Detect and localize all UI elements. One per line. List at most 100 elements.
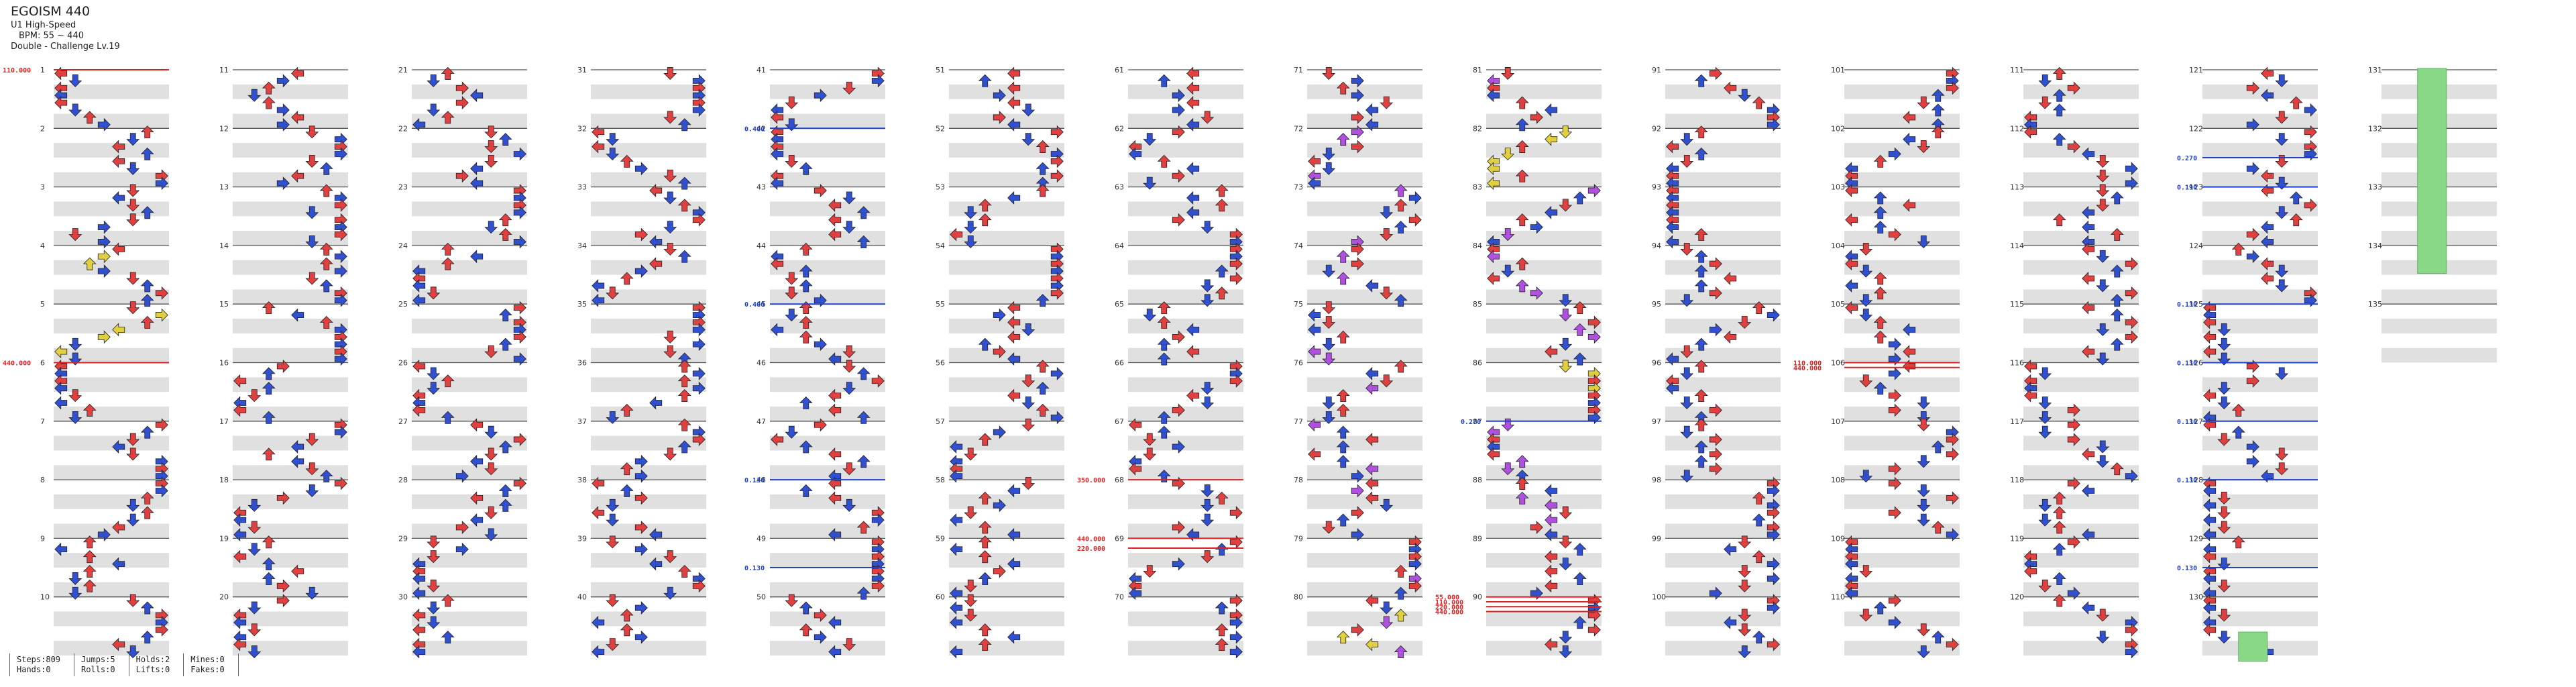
step-arrow (2246, 162, 2259, 176)
step-arrow (2203, 345, 2217, 359)
measure-number: 112 (2010, 124, 2024, 133)
step-arrow (484, 506, 498, 519)
step-arrow-shape (1157, 315, 1171, 329)
step-arrow (649, 396, 663, 410)
step-arrow-shape (2261, 220, 2274, 234)
step-arrow (68, 103, 82, 117)
step-arrow (1172, 169, 1185, 183)
measure: 7 (40, 417, 169, 480)
step-arrow-shape (470, 250, 484, 264)
step-arrow-shape (1873, 206, 1887, 219)
measure-number: 46 (757, 359, 766, 368)
step-arrow (814, 337, 827, 352)
chart-stats: Steps:809 Hands:0 Jumps:5 Rolls:0 Holds:… (9, 653, 239, 676)
step-arrow-shape (2096, 631, 2110, 644)
beat-band (54, 465, 169, 480)
step-arrow (1709, 433, 1722, 447)
step-arrow (427, 103, 441, 117)
beat-band (1844, 143, 1960, 158)
step-arrow (1229, 615, 1243, 629)
beat-band (949, 172, 1064, 187)
step-arrow-shape (2275, 111, 2289, 124)
step-arrow-shape (1143, 309, 1157, 322)
step-arrow (785, 594, 799, 607)
step-arrow-shape (634, 521, 648, 534)
beat-band (1128, 143, 1243, 158)
step-arrow (291, 564, 304, 578)
beat-band (54, 231, 169, 246)
beat-band (1128, 231, 1243, 246)
step-arrow (1709, 323, 1722, 337)
step-arrow-shape (412, 609, 426, 622)
step-arrow-shape (828, 447, 842, 461)
step-arrow-shape (2125, 623, 2138, 637)
measure-number: 30 (398, 593, 408, 602)
step-arrow-shape (1380, 374, 1394, 388)
step-arrow (2038, 397, 2052, 410)
step-arrow-shape (1336, 425, 1350, 439)
step-arrow (334, 264, 347, 278)
step-arrow-shape (1545, 498, 1558, 513)
step-arrow-shape (1738, 565, 1752, 578)
step-arrow (1694, 125, 1708, 139)
step-arrow (677, 440, 691, 454)
step-arrow-shape (1007, 96, 1021, 110)
measure-number: 39 (577, 534, 587, 543)
beat-band (949, 406, 1064, 421)
measure: 114 (2010, 242, 2139, 305)
step-arrow-shape (2217, 382, 2231, 395)
step-arrow (140, 206, 154, 219)
beat-band (1128, 553, 1243, 568)
step-arrow (305, 433, 319, 446)
step-arrow (2052, 572, 2066, 585)
step-arrow (276, 74, 290, 88)
step-arrow (1380, 286, 1394, 300)
step-arrow-shape (1501, 148, 1515, 161)
step-arrow (1767, 308, 1780, 322)
step-arrow-shape (663, 67, 677, 81)
step-arrow-shape (455, 96, 469, 110)
step-arrow-shape (1143, 433, 1157, 446)
step-arrow (1859, 242, 1873, 256)
step-arrow (1888, 476, 1901, 490)
step-arrow (606, 513, 620, 527)
step-arrow (663, 242, 677, 256)
beat-band (770, 201, 885, 217)
step-arrow (484, 447, 498, 461)
step-arrow (1545, 103, 1558, 117)
beat-band (54, 611, 169, 627)
step-arrow-shape (1186, 345, 1200, 359)
step-arrow (1365, 433, 1379, 447)
step-arrow (427, 535, 441, 549)
step-arrow (1050, 169, 1064, 183)
step-arrow-shape (950, 440, 963, 454)
step-arrow-shape (1007, 352, 1021, 366)
step-arrow (412, 623, 426, 637)
step-arrow (1545, 205, 1558, 219)
bpm-label: 55.000 (1435, 594, 1459, 602)
step-arrow-shape (856, 411, 871, 424)
beat-band (770, 260, 885, 275)
step-arrow-shape (1394, 199, 1408, 212)
step-arrow-shape (1157, 470, 1171, 483)
step-arrow (828, 388, 842, 403)
step-arrow (964, 447, 978, 461)
step-arrow (470, 250, 484, 264)
measure: 83 (1473, 183, 1602, 246)
step-arrow-shape (1917, 235, 1931, 249)
measure: 55 (936, 300, 1064, 363)
step-arrow-shape (677, 118, 691, 131)
step-arrow (771, 433, 784, 447)
measure-number: 124 (2189, 242, 2203, 250)
step-arrow-shape (1666, 220, 1679, 234)
step-arrow (663, 586, 677, 600)
step-arrow-shape (1215, 601, 1229, 615)
step-arrow (1545, 345, 1558, 359)
step-arrow-shape (993, 498, 1006, 513)
step-arrow (82, 257, 97, 270)
step-arrow (1559, 631, 1573, 644)
step-arrow-shape (1530, 220, 1543, 234)
beat-band (233, 435, 348, 451)
step-arrow-shape (978, 491, 992, 505)
step-arrow (1873, 206, 1887, 219)
